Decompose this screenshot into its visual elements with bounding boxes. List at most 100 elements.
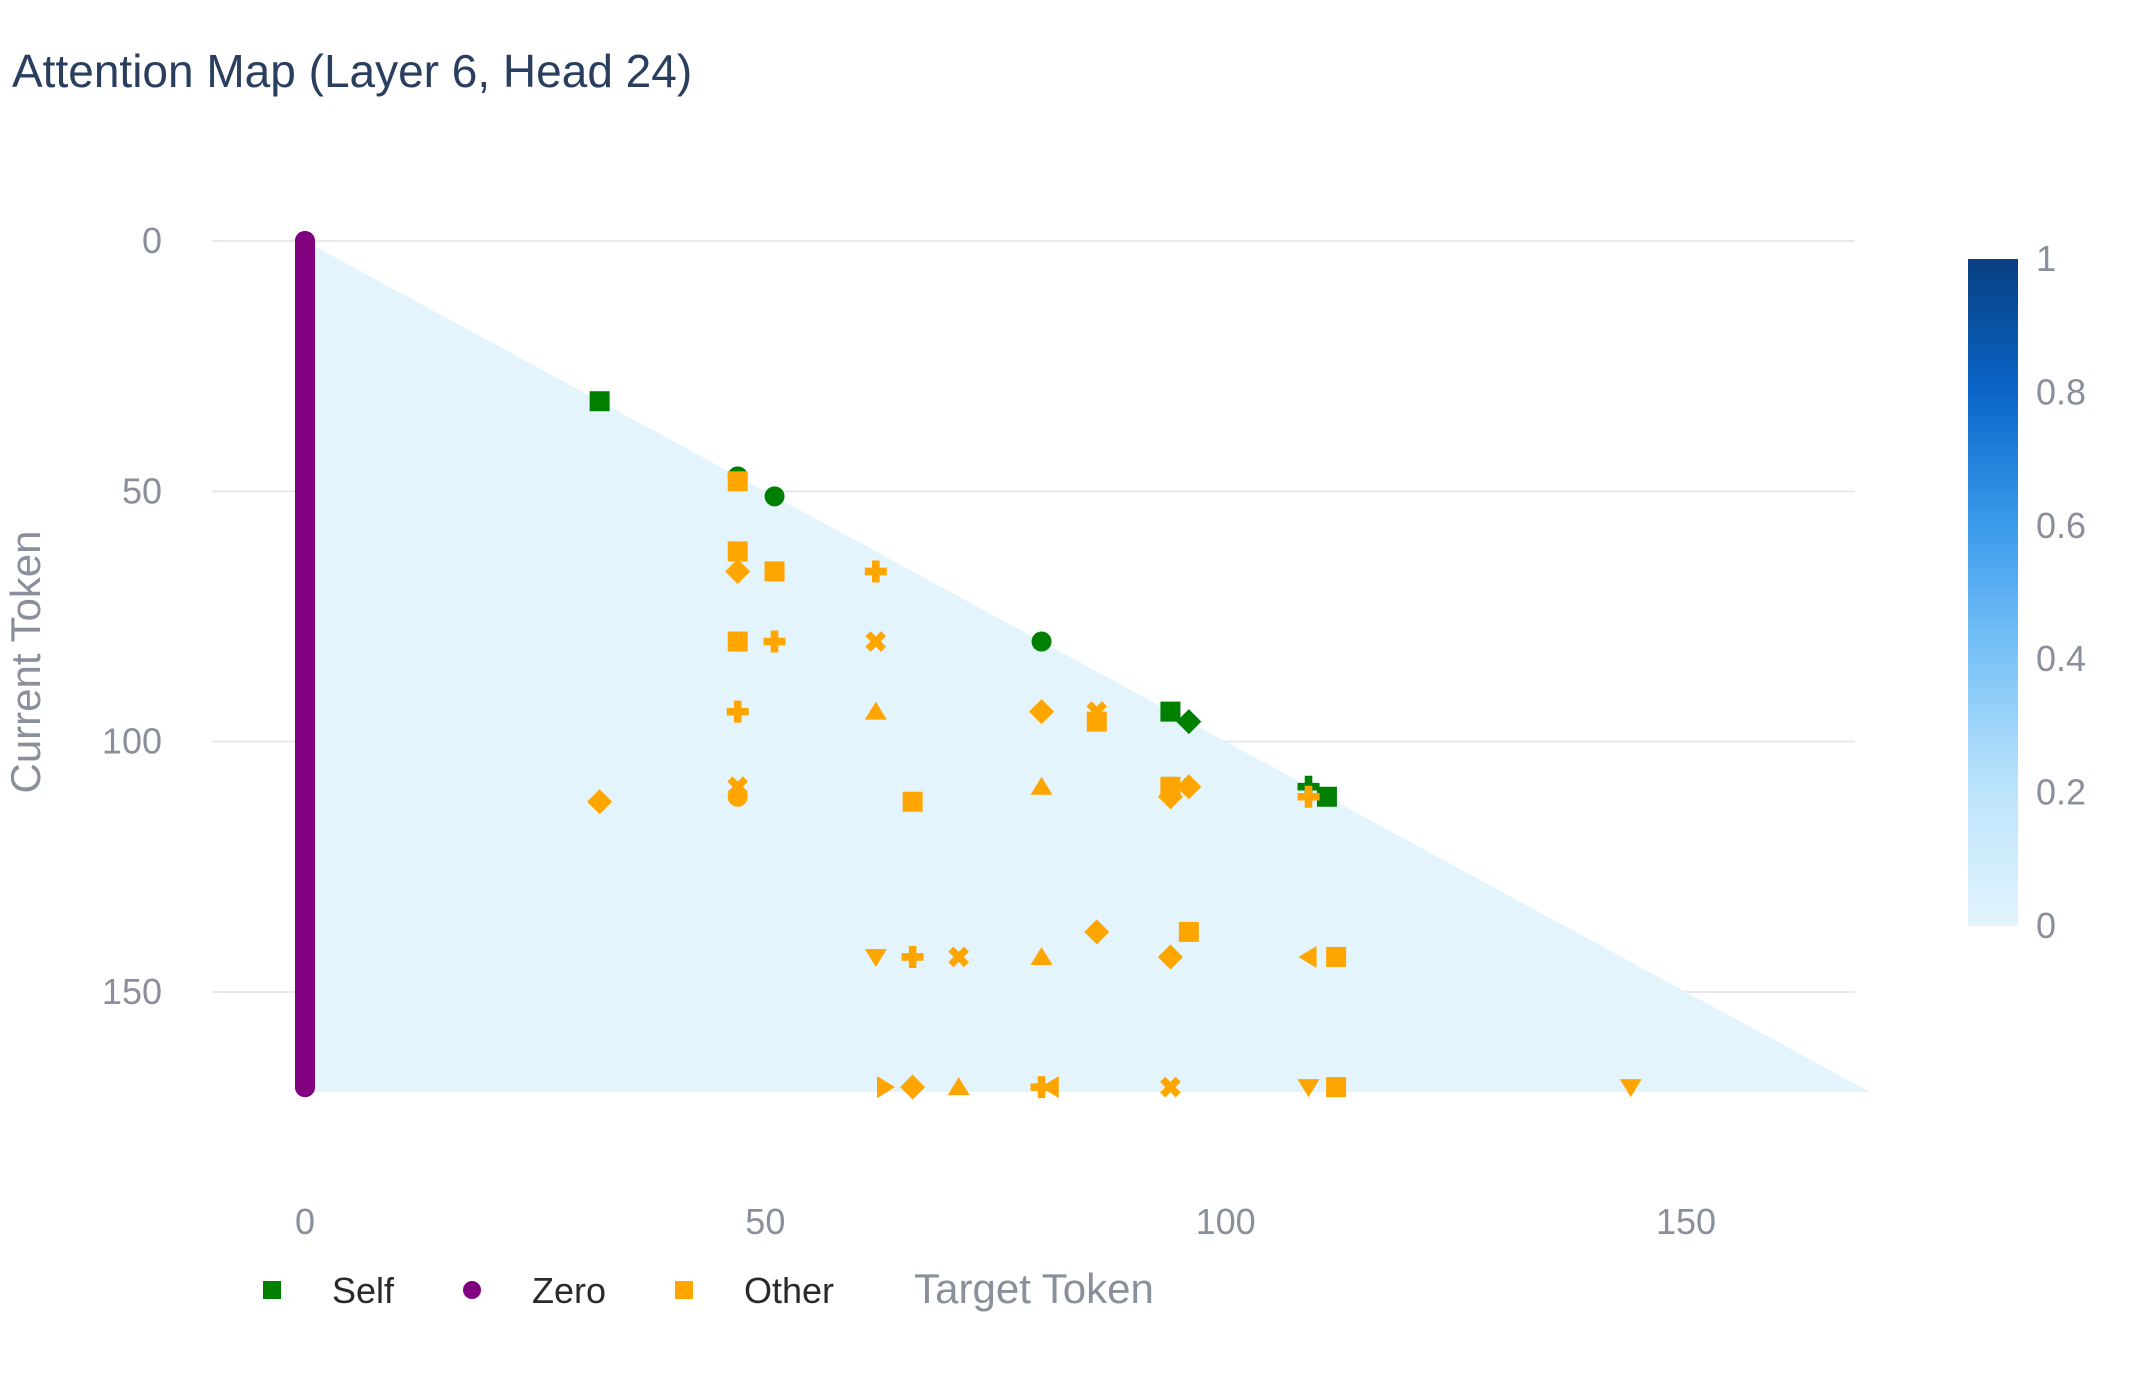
other-marker	[727, 471, 748, 492]
other-marker	[1326, 1077, 1347, 1098]
y-tick-label: 150	[102, 971, 162, 1012]
zero-marker	[295, 851, 315, 872]
other-marker	[1084, 919, 1110, 945]
zero-marker	[295, 351, 315, 372]
zero-marker	[295, 971, 315, 992]
other-marker	[1030, 776, 1053, 795]
legend-item-self[interactable]: Self	[263, 1270, 395, 1311]
zero-marker	[295, 811, 315, 832]
markers	[295, 231, 1642, 1100]
zero-marker	[295, 231, 315, 251]
zero-marker	[295, 391, 315, 412]
other-marker	[1160, 1076, 1181, 1098]
heatmap-triangle	[305, 241, 1871, 1093]
zero-marker	[295, 831, 315, 852]
x-axis-title: Target Token	[914, 1265, 1154, 1312]
heatmap	[305, 241, 1871, 1093]
zero-marker	[295, 951, 315, 972]
x-tick-label: 100	[1196, 1201, 1256, 1242]
zero-marker	[295, 526, 315, 547]
other-marker	[864, 948, 887, 967]
zero-marker	[295, 1052, 315, 1073]
zero-marker	[295, 431, 315, 452]
other-marker	[727, 631, 748, 652]
legend-item-zero[interactable]: Zero	[463, 1270, 606, 1311]
self-marker	[1031, 631, 1052, 652]
zero-marker	[295, 791, 315, 812]
zero-marker	[295, 371, 315, 392]
colorbar-tick-label: 0.4	[2036, 638, 2086, 679]
other-marker	[764, 561, 785, 582]
zero-marker	[295, 251, 315, 272]
colorbar-tick-label: 0.6	[2036, 505, 2086, 546]
other-marker	[763, 630, 786, 653]
other-marker	[1040, 1076, 1059, 1099]
zero-marker	[295, 992, 315, 1013]
other-marker	[877, 1076, 896, 1099]
other-marker	[1029, 699, 1055, 725]
zero-marker	[295, 311, 315, 332]
series-other	[587, 471, 1642, 1100]
other-marker	[587, 789, 613, 815]
zero-marker	[295, 1012, 315, 1033]
other-marker	[1157, 944, 1183, 970]
zero-marker	[295, 1077, 315, 1098]
colorbar: 0 0.2 0.4 0.6 0.8 1	[1968, 238, 2086, 946]
other-marker	[1298, 945, 1317, 968]
self-marker	[589, 391, 610, 412]
zero-marker	[295, 466, 315, 487]
zero-marker	[295, 691, 315, 712]
zero-marker	[295, 331, 315, 352]
zero-marker	[295, 891, 315, 912]
zero-marker	[295, 411, 315, 432]
other-marker	[947, 1077, 970, 1096]
other-marker	[902, 791, 923, 812]
legend-label: Zero	[532, 1270, 606, 1311]
other-marker	[900, 1074, 926, 1100]
x-tick-label: 150	[1656, 1201, 1716, 1242]
self-marker	[1176, 709, 1202, 735]
y-tick-label: 0	[142, 220, 162, 261]
zero-marker	[295, 271, 315, 292]
zero-marker	[295, 731, 315, 752]
series-self	[589, 391, 1337, 807]
zero-marker	[295, 586, 315, 607]
other-marker	[865, 631, 887, 652]
zero-marker	[295, 711, 315, 732]
series-zero	[295, 231, 315, 1098]
other-marker	[864, 560, 887, 583]
colorbar-tick-label: 0.2	[2036, 772, 2086, 813]
x-tick-label: 50	[745, 1201, 785, 1242]
legend-item-other[interactable]: Other	[675, 1270, 834, 1311]
colorbar-tick-label: 1	[2036, 238, 2056, 279]
other-marker	[1086, 711, 1107, 732]
other-marker	[1157, 784, 1183, 810]
other-marker	[726, 700, 749, 723]
self-marker	[1316, 786, 1337, 807]
zero-marker	[295, 291, 315, 312]
legend-symbol	[675, 1281, 693, 1299]
y-tick-label: 100	[102, 721, 162, 762]
other-marker	[1030, 946, 1053, 965]
legend-symbol	[263, 1281, 281, 1299]
legend-symbol	[463, 1281, 481, 1299]
other-marker	[1297, 785, 1320, 808]
legend-label: Self	[332, 1270, 395, 1311]
colorbar-tick-label: 0.8	[2036, 371, 2086, 412]
zero-marker	[295, 566, 315, 587]
x-tick-label: 0	[295, 1201, 315, 1242]
colorbar-tick-label: 0	[2036, 905, 2056, 946]
axis-ticks: 0 50 100 150 0 50 100 150	[102, 220, 1716, 1242]
self-marker	[764, 486, 785, 507]
other-marker	[1326, 946, 1347, 967]
zero-marker	[295, 871, 315, 892]
other-marker	[1178, 921, 1199, 942]
zero-marker	[295, 671, 315, 692]
legend-label: Other	[744, 1270, 834, 1311]
zero-marker	[295, 911, 315, 932]
other-marker	[1176, 774, 1202, 800]
colorbar-gradient	[1968, 259, 2018, 926]
legend[interactable]: Self Zero Other	[263, 1270, 834, 1311]
zero-marker	[295, 651, 315, 672]
